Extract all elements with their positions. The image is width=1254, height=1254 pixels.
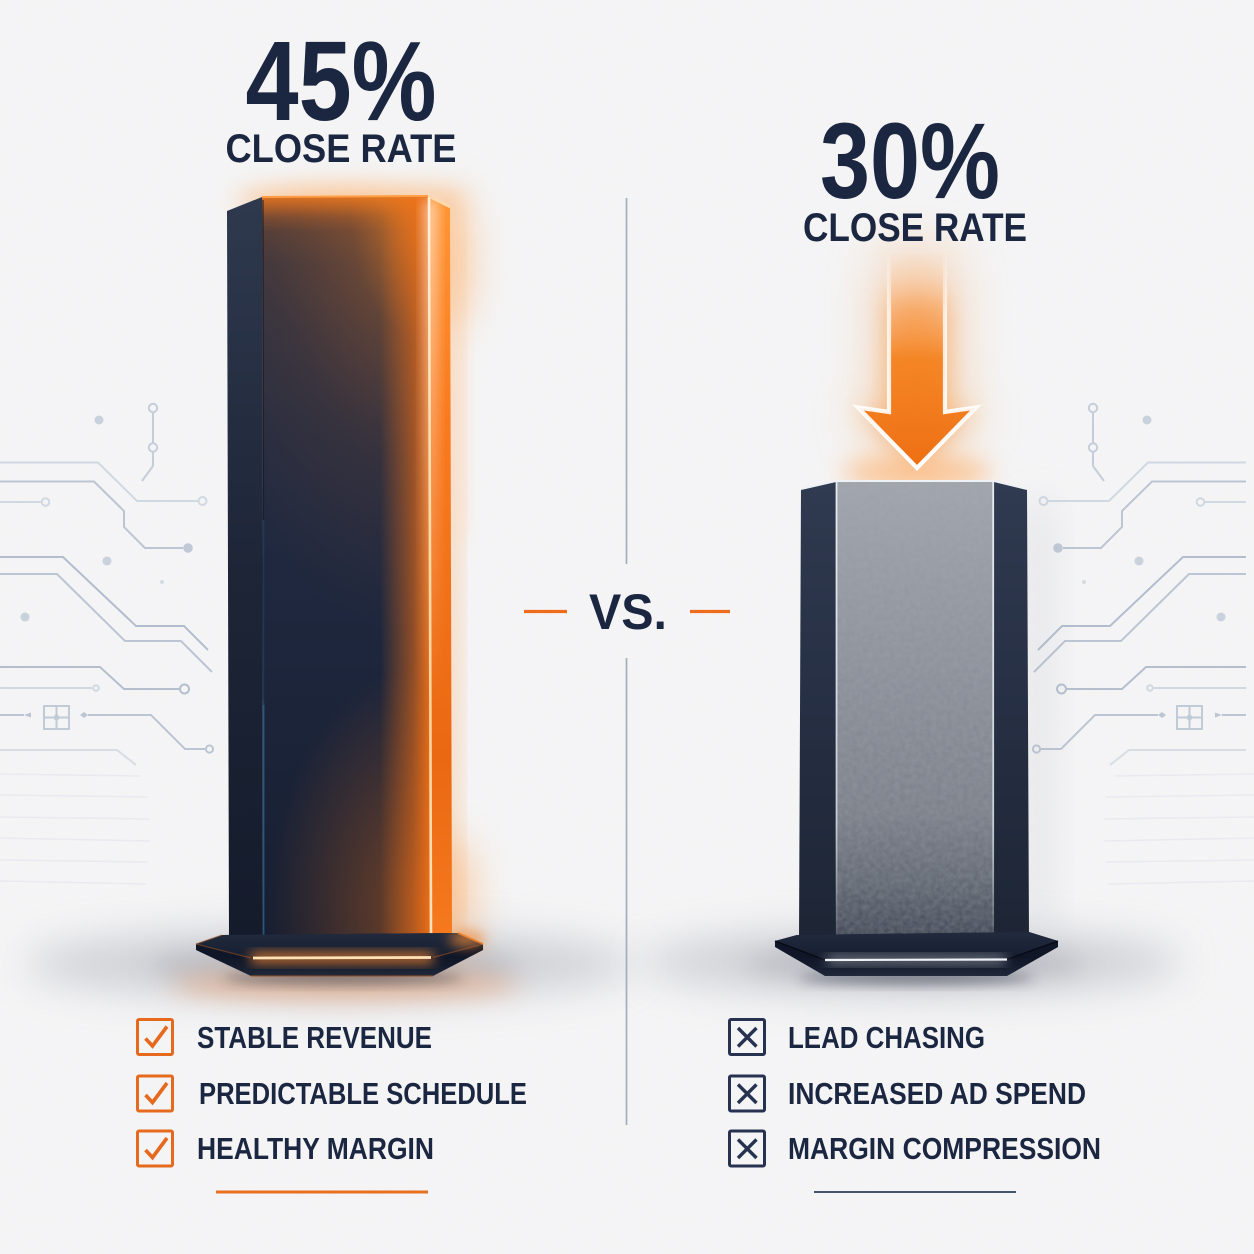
svg-text:HEALTHY MARGIN: HEALTHY MARGIN	[197, 1131, 434, 1166]
svg-text:PREDICTABLE SCHEDULE: PREDICTABLE SCHEDULE	[199, 1076, 527, 1111]
svg-text:INCREASED AD SPEND: INCREASED AD SPEND	[788, 1076, 1086, 1111]
svg-text:45%: 45%	[246, 18, 437, 144]
svg-text:CLOSE RATE: CLOSE RATE	[226, 127, 457, 171]
svg-text:STABLE REVENUE: STABLE REVENUE	[197, 1020, 432, 1055]
svg-text:30%: 30%	[820, 100, 1000, 221]
svg-text:VS.: VS.	[589, 584, 667, 640]
svg-text:MARGIN COMPRESSION: MARGIN COMPRESSION	[788, 1131, 1101, 1166]
svg-text:CLOSE RATE: CLOSE RATE	[803, 206, 1027, 250]
svg-text:LEAD CHASING: LEAD CHASING	[788, 1020, 985, 1055]
